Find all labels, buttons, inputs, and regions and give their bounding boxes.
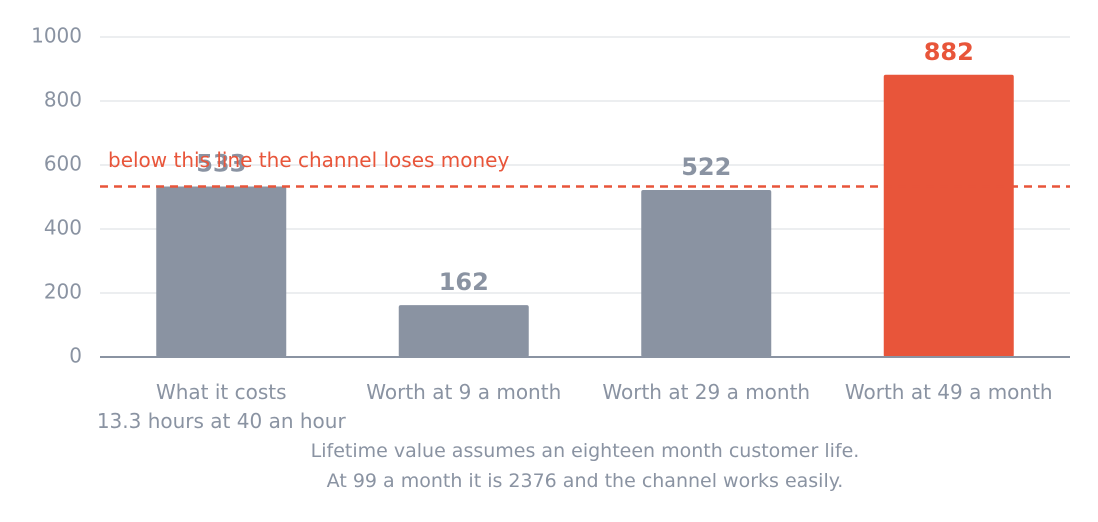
y-tick-label: 600 [44, 152, 82, 176]
note: At 99 a month it is 2376 and the channel… [326, 470, 844, 492]
value-label: 162 [439, 268, 489, 296]
x-tick-label: What it costs 13.3 hours at 40 an hour [96, 380, 346, 433]
bar [156, 186, 287, 357]
x-tick-label: Worth at 9 a month [366, 380, 562, 404]
threshold-label: below this line the channel loses money [108, 148, 509, 172]
y-tick-label: 1000 [31, 24, 82, 48]
x-tick-label: Worth at 49 a month [844, 380, 1053, 404]
bar [883, 74, 1014, 357]
x-tick-label: Worth at 29 a month [602, 380, 811, 404]
value-label: 882 [924, 38, 974, 66]
note: Lifetime value assumes an eighteen month… [310, 440, 860, 462]
value-label: 522 [681, 153, 731, 181]
bar [398, 305, 529, 357]
y-tick-label: 200 [44, 280, 82, 304]
y-tick-label: 0 [69, 344, 82, 368]
y-tick-label: 800 [44, 88, 82, 112]
bar [641, 189, 772, 357]
value-label: 533 [196, 149, 246, 177]
y-tick-label: 400 [44, 216, 82, 240]
